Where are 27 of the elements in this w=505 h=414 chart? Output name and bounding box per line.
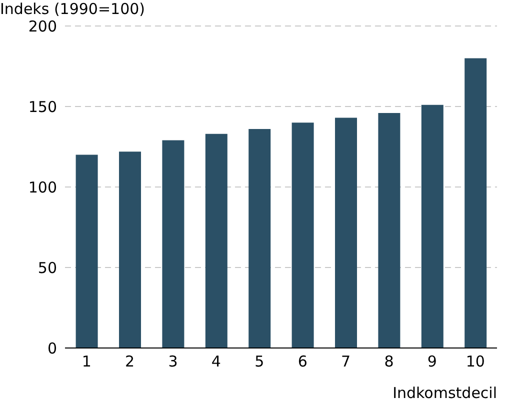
x-tick-label: 7 [341, 352, 351, 371]
bar [378, 112, 400, 348]
bar [464, 58, 487, 348]
bar [205, 134, 228, 348]
bar [162, 140, 184, 348]
y-tick-label: 200 [28, 17, 57, 36]
y-tick-label: 0 [47, 339, 57, 358]
y-axis-title: Indeks (1990=100) [0, 0, 146, 18]
x-tick-label: 10 [466, 352, 485, 371]
bar [248, 129, 271, 348]
x-tick-label: 6 [298, 352, 308, 371]
bar [335, 118, 357, 348]
y-tick-label: 150 [28, 98, 57, 116]
bar [76, 154, 98, 348]
x-axis-title: Indkomstdecil [392, 384, 497, 402]
bar [119, 152, 141, 348]
x-tick-label: 3 [168, 352, 178, 371]
x-tick-label: 2 [125, 352, 135, 371]
bar [421, 104, 444, 348]
x-tick-label: 5 [254, 352, 264, 371]
x-tick-label: 9 [427, 352, 437, 371]
x-tick-label: 4 [211, 352, 221, 371]
y-tick-label: 100 [28, 178, 57, 196]
bar [292, 122, 314, 348]
x-tick-label: 1 [82, 352, 92, 371]
y-tick-label: 50 [38, 258, 57, 277]
x-tick-label: 8 [384, 352, 394, 371]
